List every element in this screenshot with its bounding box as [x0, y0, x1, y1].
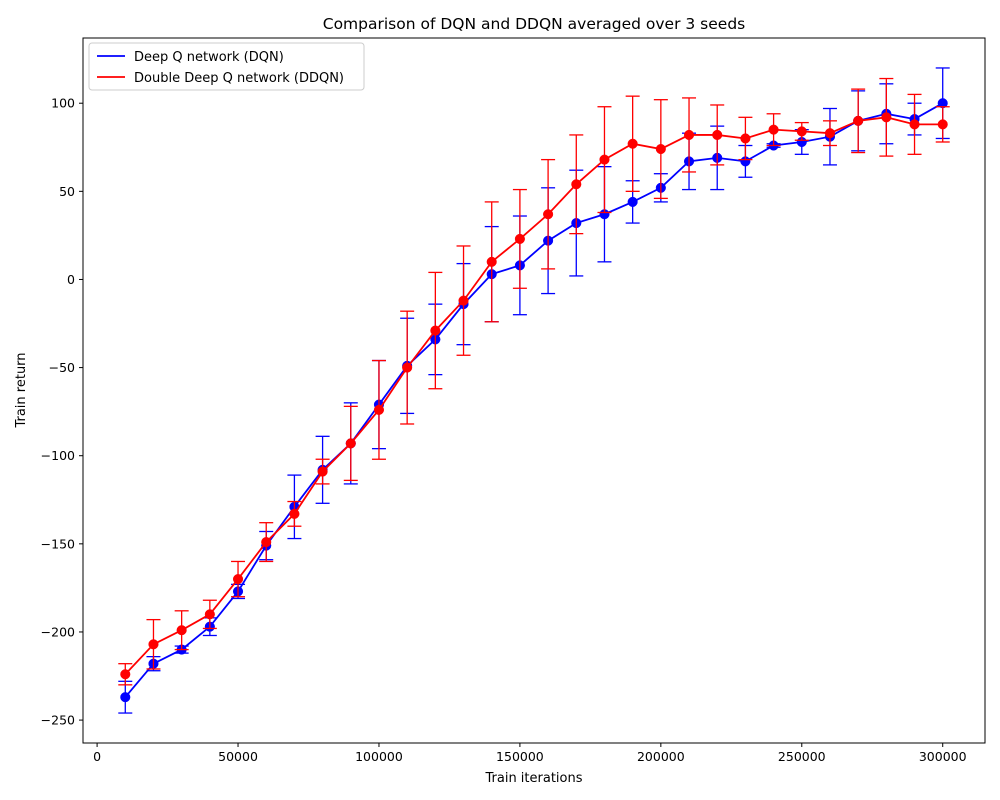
x-tick-label: 0: [93, 749, 101, 764]
data-point: [824, 128, 836, 139]
x-tick-label: 150000: [496, 749, 544, 764]
data-point: [599, 154, 610, 165]
legend-label-ddqn: Double Deep Q network (DDQN): [134, 71, 344, 86]
data-point: [740, 133, 751, 144]
data-point: [486, 256, 497, 267]
data-point: [768, 124, 779, 135]
data-point: [345, 438, 356, 449]
y-axis-label: Train return: [14, 352, 29, 428]
data-point: [176, 625, 187, 636]
data-point: [402, 362, 413, 373]
data-point: [712, 129, 723, 140]
data-point: [571, 179, 582, 190]
data-point: [627, 138, 638, 149]
x-tick-label: 300000: [919, 749, 967, 764]
legend-label-dqn: Deep Q network (DQN): [134, 50, 284, 65]
legend-box: [88, 42, 365, 91]
data-point: [148, 639, 159, 650]
data-point: [373, 404, 385, 415]
data-point: [430, 325, 441, 336]
legend: Deep Q network (DQN) Double Deep Q netwo…: [88, 42, 365, 91]
chart-title: Comparison of DQN and DDQN averaged over…: [323, 15, 746, 33]
data-point: [458, 295, 469, 306]
x-tick-label: 50000: [218, 749, 258, 764]
axes-frame: [82, 37, 986, 744]
y-tick-label: 100: [51, 96, 75, 111]
data-point: [683, 129, 695, 140]
y-tick-label: 0: [67, 272, 75, 287]
data-point: [204, 609, 215, 620]
x-tick-label: 200000: [637, 749, 685, 764]
data-point: [289, 508, 300, 519]
y-tick-label: 50: [59, 184, 75, 199]
y-tick-label: −250: [41, 713, 75, 728]
x-tick-label: 250000: [778, 749, 826, 764]
data-point: [796, 126, 807, 137]
data-point: [853, 115, 864, 126]
axis-ticks: 0 50000 100000 150000 200000 250000 300000 −250…: [41, 96, 967, 764]
data-point: [232, 574, 244, 585]
data-point: [261, 537, 272, 548]
data-point: [627, 196, 638, 207]
data-point: [881, 112, 892, 123]
data-point: [543, 209, 554, 220]
plot-area: [118, 67, 950, 714]
data-point: [120, 692, 131, 703]
y-tick-label: −200: [41, 624, 75, 639]
data-point: [120, 669, 131, 680]
data-point: [514, 233, 525, 244]
y-tick-label: −50: [49, 360, 75, 375]
x-tick-label: 100000: [355, 749, 403, 764]
data-point: [937, 119, 948, 130]
data-point: [909, 119, 920, 130]
data-point: [317, 466, 328, 477]
y-tick-label: −150: [41, 536, 75, 551]
x-axis-label: Train iterations: [484, 771, 582, 786]
data-point: [655, 143, 666, 155]
y-tick-label: −100: [41, 448, 75, 463]
series-1: [118, 77, 950, 686]
